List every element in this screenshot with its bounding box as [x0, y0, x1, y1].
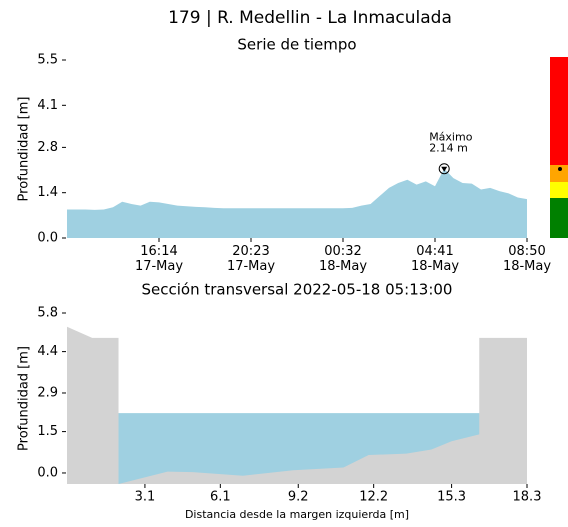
max-marker: [438, 163, 450, 175]
x-tick-label: 18.3: [513, 490, 542, 505]
y-tick-label: 1.4: [37, 185, 58, 200]
area: [67, 168, 527, 238]
chart-title: Sección transversal 2022-05-18 05:13:00: [142, 281, 453, 299]
y-tick-label: 5.8: [37, 306, 58, 321]
x-tick-label: 20:23 17-May: [226, 244, 276, 274]
x-tick-label: 12.2: [359, 490, 388, 505]
max-marker-arrow: [441, 166, 448, 172]
y-tick-label: 4.4: [37, 344, 58, 359]
y-tick-label: 2.8: [37, 140, 58, 155]
y-tick-label: 5.5: [37, 53, 58, 68]
x-tick-label: 16:14 17-May: [134, 244, 184, 274]
x-tick-label: 9.2: [288, 490, 309, 505]
y-tick-label: 1.5: [37, 424, 58, 439]
level-yellow: [550, 182, 568, 198]
x-tick-label: 15.3: [437, 490, 466, 505]
level-indicator: [558, 167, 562, 171]
y-tick-label: 0.0: [37, 231, 58, 246]
y-tick-label: 4.1: [37, 98, 58, 113]
level-red: [550, 57, 568, 165]
ground: [67, 326, 527, 484]
y-tick-label: 0.0: [37, 465, 58, 480]
x-tick-label: 3.1: [135, 490, 156, 505]
level-green: [550, 198, 568, 238]
x-tick-label: 6.1: [210, 490, 231, 505]
x-tick-label: 04:41 18-May: [410, 244, 460, 274]
x-tick-label: 00:32 18-May: [318, 244, 368, 274]
x-tick-label: 08:50 18-May: [502, 244, 552, 274]
level-orange: [550, 165, 568, 182]
page-title: 179 | R. Medellin - La Inmaculada: [168, 8, 452, 28]
y-tick-label: 2.9: [37, 385, 58, 400]
y-axis-label: Profundidad [m]: [17, 97, 32, 202]
chart-title: Serie de tiempo: [237, 36, 356, 54]
annotation: Máximo: [429, 131, 473, 144]
y-axis-label: Profundidad [m]: [17, 346, 32, 451]
annotation-value: 2.14 m: [429, 142, 468, 155]
x-axis-label: Distancia desde la margen izquierda [m]: [185, 508, 409, 521]
